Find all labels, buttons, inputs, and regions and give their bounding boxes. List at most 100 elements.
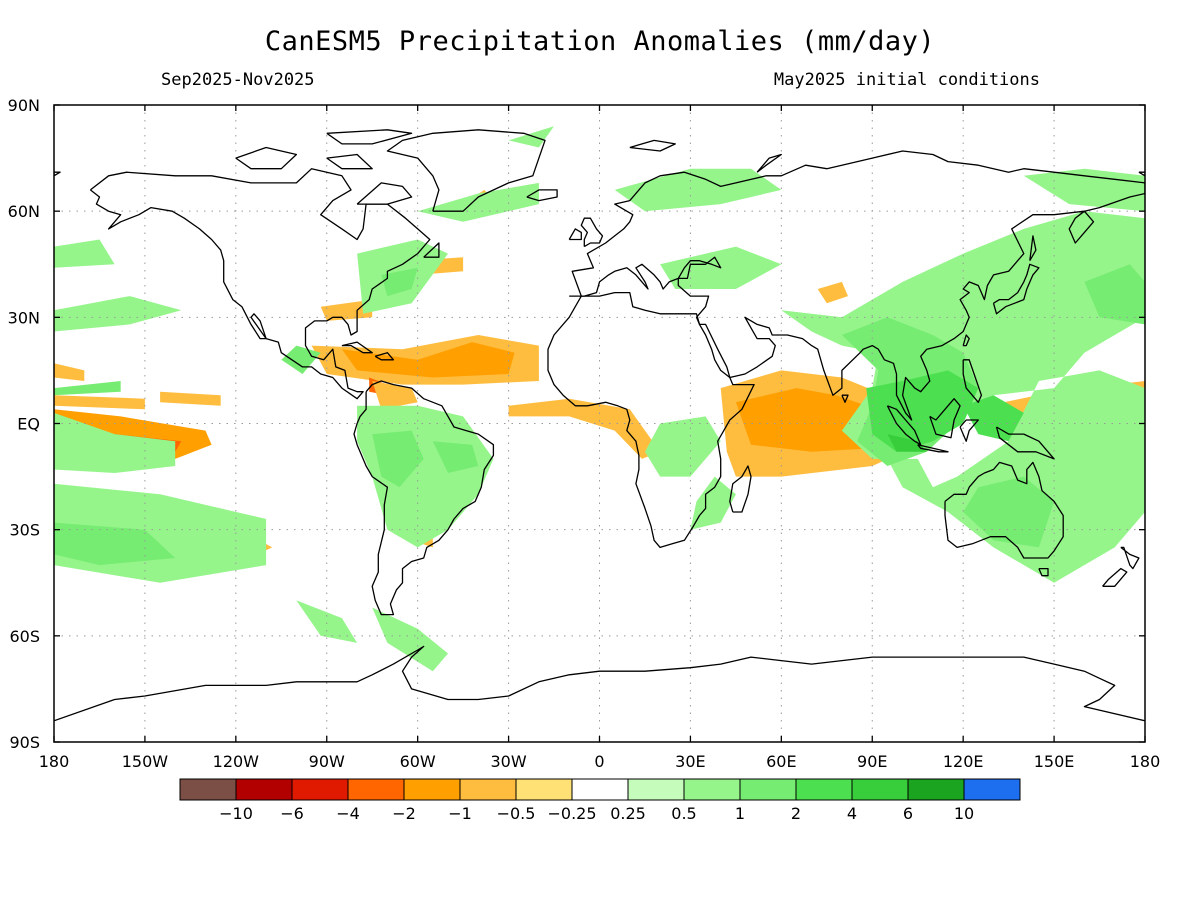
colorbar-label: −10 <box>219 804 253 823</box>
colorbar-labels: −10 −6 −4 −2 −1 −0.5 −0.25 0.25 0.5 1 2 4 6 10 <box>219 804 974 823</box>
colorbar-label: −0.25 <box>547 804 596 823</box>
colorbar-label: −0.5 <box>497 804 536 823</box>
coastline-9 <box>580 217 604 248</box>
lon-label: 150E <box>1034 752 1075 771</box>
coastline-21 <box>1038 567 1049 577</box>
coastline-24 <box>841 394 849 403</box>
coastline-27 <box>326 129 413 145</box>
anomaly-region-7 <box>160 391 221 406</box>
lon-label: 150W <box>122 752 169 771</box>
lon-label: 120W <box>213 752 260 771</box>
lon-label: 60E <box>766 752 796 771</box>
anomaly-region-49 <box>963 476 1055 548</box>
colorbar-swatch-12 <box>851 778 909 801</box>
coastline-4 <box>547 291 755 549</box>
lon-labels: 180 150W 120W 90W 60W 30W 0 30E 60E 90E 120E 150E 18… <box>39 752 1161 771</box>
colorbar-label: −2 <box>392 804 416 823</box>
page-title: CanESM5 Precipitation Anomalies (mm/day) <box>264 26 936 57</box>
colorbar-swatch-10 <box>739 778 797 801</box>
anomaly-region-3 <box>54 363 85 381</box>
anomaly-region-37 <box>417 182 539 222</box>
anomaly-region-50 <box>1023 168 1145 212</box>
coastline-16 <box>995 426 1055 460</box>
coastline-18 <box>962 334 970 347</box>
colorbar-label: −4 <box>336 804 360 823</box>
anomaly-region-14 <box>508 398 661 459</box>
coastline-6 <box>944 461 1064 559</box>
lon-label: 180 <box>1130 752 1161 771</box>
colorbar <box>179 778 1021 801</box>
coastline-31 <box>629 139 676 152</box>
colorbar-label: −6 <box>280 804 304 823</box>
anomaly-region-51 <box>54 239 115 268</box>
coastline-3 <box>569 150 1145 421</box>
colorbar-swatch-13 <box>907 778 965 801</box>
lon-label: 180 <box>39 752 70 771</box>
lat-label: EQ <box>17 415 40 434</box>
lon-label: 30W <box>490 752 526 771</box>
coastline-33 <box>1138 171 1145 177</box>
coastline-17 <box>962 359 983 403</box>
coastline-19 <box>1120 546 1140 570</box>
colorbar-swatch-14 <box>963 778 1021 801</box>
colorbar-label: 1 <box>735 804 745 823</box>
coastline-20 <box>1102 567 1128 587</box>
colorbar-label: 6 <box>903 804 913 823</box>
anomaly-region-38 <box>508 126 554 148</box>
colorbar-swatch-8 <box>627 778 685 801</box>
colorbar-swatch-2 <box>291 778 349 801</box>
anomaly-region-39 <box>614 168 782 212</box>
coastline-23 <box>374 352 395 361</box>
axis-ticks <box>53 104 1146 743</box>
lat-label: 30S <box>9 521 40 540</box>
lat-label: 90S <box>9 733 40 752</box>
colorbar-label: 4 <box>847 804 857 823</box>
coastline-22 <box>341 341 373 354</box>
coastlines <box>54 129 1145 722</box>
colorbar-swatch-1 <box>235 778 293 801</box>
lon-label: 30E <box>675 752 705 771</box>
anomaly-region-31 <box>281 345 321 374</box>
coastline-11 <box>526 189 558 202</box>
anomaly-region-46 <box>963 395 1024 442</box>
anomaly-region-11 <box>372 381 418 410</box>
anomaly-region-36 <box>432 441 479 473</box>
coastline-32 <box>1029 235 1037 262</box>
colorbar-swatch-0 <box>179 778 237 801</box>
colorbar-label: 0.5 <box>671 804 696 823</box>
colorbar-label: 10 <box>954 804 974 823</box>
anomaly-region-33 <box>381 267 418 297</box>
anomaly-region-47 <box>887 434 927 452</box>
coastline-5 <box>729 465 752 513</box>
colorbar-swatch-9 <box>683 778 741 801</box>
anomaly-region-22 <box>817 281 848 304</box>
colorbar-swatch-6 <box>515 778 573 801</box>
forecast-period: Sep2025-Nov2025 <box>161 70 315 90</box>
anomaly-region-53 <box>296 600 358 643</box>
lon-label: 60W <box>400 752 436 771</box>
anomaly-region-35 <box>372 430 424 488</box>
coastline-7 <box>54 645 1145 722</box>
anomaly-region-34 <box>357 405 494 548</box>
lat-label: 60S <box>9 627 40 646</box>
coastline-0 <box>90 168 431 400</box>
lon-label: 0 <box>594 752 604 771</box>
colorbar-label: 2 <box>791 804 801 823</box>
colorbar-label: 0.25 <box>610 804 646 823</box>
anomaly-region-9 <box>341 342 515 378</box>
colorbar-label: −1 <box>448 804 472 823</box>
lat-label: 30N <box>8 308 40 327</box>
lat-label: 90N <box>8 96 40 115</box>
coastline-15 <box>959 419 979 442</box>
colorbar-swatch-3 <box>347 778 405 801</box>
anomaly-region-45 <box>866 370 979 452</box>
coastline-29 <box>423 242 440 258</box>
initial-conditions: May2025 initial conditions <box>773 70 1040 90</box>
anomaly-region-12 <box>320 299 373 321</box>
coastline-12 <box>886 405 922 446</box>
coastline-10 <box>568 228 582 241</box>
anomaly-region-41 <box>645 416 721 477</box>
lat-label: 60N <box>8 202 40 221</box>
anomaly-region-30 <box>54 381 121 396</box>
